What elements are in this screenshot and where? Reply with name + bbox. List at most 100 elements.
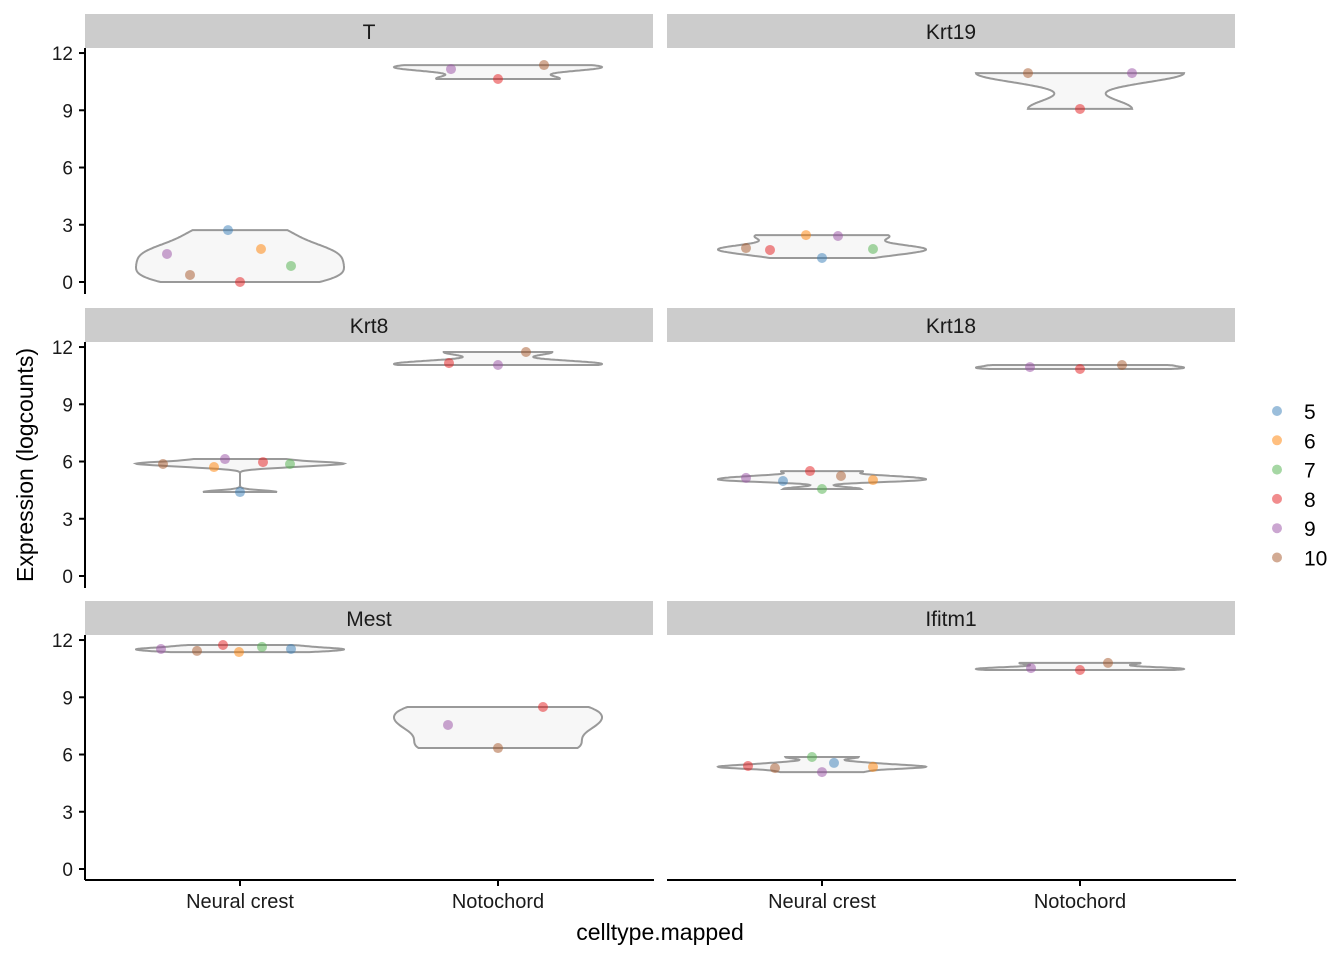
data-point-5 <box>223 225 233 236</box>
data-point-7 <box>257 641 267 652</box>
facet-panel-ifitm1: Ifitm1 Neural crest Notochord <box>667 601 1236 913</box>
facet-strip <box>667 14 1235 48</box>
legend-label-7: 7 <box>1304 460 1316 483</box>
facet-panel-krt18: Krt18 <box>667 308 1235 494</box>
y-tick-label: 9 <box>62 395 73 416</box>
facet-strip-label: Krt19 <box>926 21 976 44</box>
facet-panel-krt19: Krt19 <box>667 14 1235 263</box>
data-point-8 <box>765 244 775 255</box>
legend-key-6 <box>1272 435 1282 446</box>
data-point-7 <box>817 483 827 494</box>
data-point-7 <box>868 243 878 254</box>
data-point-10 <box>521 347 531 358</box>
data-point-10 <box>770 763 780 774</box>
violin-notochord <box>392 64 604 80</box>
y-tick-label: 12 <box>52 338 73 359</box>
data-point-6 <box>801 230 811 241</box>
x-tick-label: Notochord <box>452 891 544 913</box>
y-tick-label: 9 <box>62 101 73 122</box>
y-tick-label: 6 <box>62 453 73 474</box>
facet-panel-mest: Mest 0 3 6 9 12 Neural crest Notochord <box>52 601 654 913</box>
data-point-6 <box>234 647 244 658</box>
data-point-9 <box>833 231 843 242</box>
facet-strip-label: T <box>363 21 376 44</box>
data-point-8 <box>235 277 245 287</box>
y-axis-title: Expression (logcounts) <box>12 348 38 582</box>
data-point-9 <box>1025 362 1035 373</box>
x-tick-label: Neural crest <box>768 891 876 913</box>
y-tick-label: 6 <box>62 159 73 180</box>
data-point-7 <box>807 752 817 763</box>
data-point-10 <box>192 645 202 656</box>
data-point-8 <box>805 466 815 477</box>
facet-strip <box>667 601 1235 635</box>
facet-strip-label: Ifitm1 <box>925 608 976 631</box>
x-tick-label: Neural crest <box>186 891 294 913</box>
data-point-10 <box>158 459 168 470</box>
y-tick-label: 3 <box>62 216 73 237</box>
violin-neural-crest <box>132 458 348 493</box>
legend-label-6: 6 <box>1304 430 1316 453</box>
facet-strip-label: Mest <box>346 608 392 631</box>
data-point-9 <box>1127 68 1137 79</box>
data-point-10 <box>1117 359 1127 370</box>
legend-label-9: 9 <box>1304 518 1316 541</box>
data-point-6 <box>868 475 878 486</box>
y-tick-label: 9 <box>62 688 73 709</box>
facet-strip <box>85 308 653 342</box>
data-point-5 <box>817 252 827 263</box>
data-point-7 <box>286 260 296 271</box>
facet-strip-label: Krt8 <box>350 315 389 338</box>
data-point-9 <box>741 472 751 483</box>
data-point-8 <box>258 457 268 468</box>
data-point-9 <box>446 64 456 75</box>
data-point-9 <box>162 248 172 259</box>
x-tick-label: Notochord <box>1034 891 1126 913</box>
data-point-8 <box>1075 363 1085 374</box>
data-point-10 <box>741 243 751 254</box>
data-point-9 <box>220 454 230 465</box>
facet-panel-t: T 0 3 6 9 12 <box>52 14 653 294</box>
data-point-8 <box>1075 664 1085 675</box>
legend-label-5: 5 <box>1304 401 1316 424</box>
data-point-5 <box>778 475 788 486</box>
legend-key-10 <box>1272 552 1282 563</box>
y-tick-label: 12 <box>52 44 73 65</box>
legend-key-9 <box>1272 523 1282 534</box>
y-tick-label: 12 <box>52 631 73 652</box>
data-point-7 <box>285 459 295 470</box>
data-point-10 <box>1023 68 1033 79</box>
data-point-8 <box>218 640 228 651</box>
data-point-10 <box>493 743 503 754</box>
data-point-5 <box>286 644 296 655</box>
legend-key-5 <box>1272 406 1282 416</box>
data-point-10 <box>836 471 846 482</box>
x-axis-title: celltype.mapped <box>576 919 744 945</box>
data-point-5 <box>829 757 839 768</box>
y-tick-label: 0 <box>62 567 73 588</box>
violin-notochord <box>393 706 603 749</box>
legend-key-7 <box>1272 464 1282 475</box>
data-point-6 <box>209 462 219 473</box>
facet-panel-krt8: Krt8 0 3 6 9 12 <box>52 308 653 588</box>
data-point-8 <box>444 358 454 369</box>
facet-strip <box>85 601 653 635</box>
data-point-5 <box>235 487 245 498</box>
data-point-9 <box>156 644 166 655</box>
y-tick-label: 0 <box>62 860 73 881</box>
data-point-8 <box>1075 103 1085 114</box>
facet-strip <box>667 308 1235 342</box>
data-point-10 <box>539 60 549 71</box>
data-point-6 <box>256 243 266 254</box>
data-point-8 <box>538 702 548 713</box>
facet-strip-label: Krt18 <box>926 315 976 338</box>
data-point-8 <box>743 760 753 771</box>
legend-label-10: 10 <box>1304 548 1327 571</box>
y-tick-label: 3 <box>62 803 73 824</box>
facet-strip <box>85 14 653 48</box>
legend: 5 6 7 8 9 10 <box>1272 401 1327 571</box>
data-point-10 <box>1103 657 1113 668</box>
data-point-8 <box>493 73 503 84</box>
data-point-10 <box>185 269 195 280</box>
